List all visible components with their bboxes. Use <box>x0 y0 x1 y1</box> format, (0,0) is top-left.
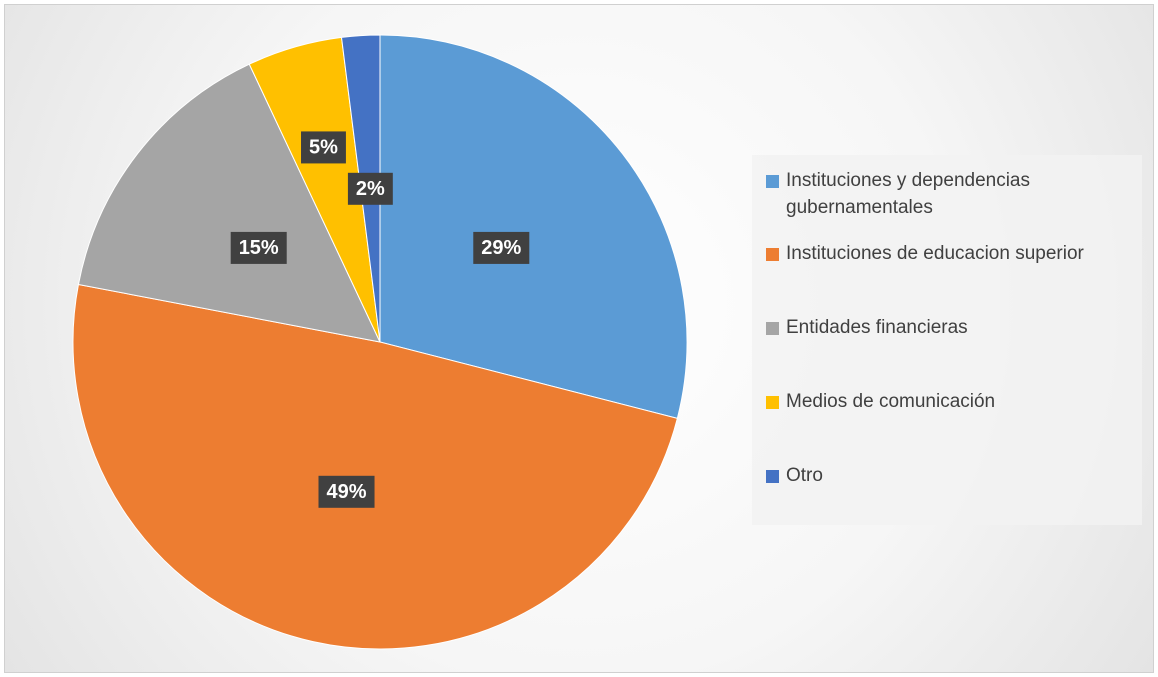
data-label: 2% <box>347 172 393 205</box>
legend-swatch <box>766 470 779 483</box>
data-label-text: 49% <box>326 481 366 503</box>
data-label-box <box>473 231 530 264</box>
data-label: 29% <box>473 231 530 264</box>
legend-swatch <box>766 248 779 261</box>
data-label-text: 5% <box>309 137 338 159</box>
data-label: 15% <box>230 231 287 264</box>
legend-item: Instituciones de educacion superior <box>766 240 1156 267</box>
data-label-box <box>347 172 393 205</box>
legend-item: Medios de comunicación <box>766 388 1156 415</box>
data-label-box <box>230 231 287 264</box>
pie-slice <box>72 283 678 650</box>
data-label: 5% <box>301 131 346 164</box>
legend-item: Entidades financieras <box>766 314 1156 341</box>
legend: Instituciones y dependencias gubernament… <box>752 155 1142 525</box>
pie-slice <box>77 63 381 343</box>
legend-label: Medios de comunicación <box>786 391 996 412</box>
legend-label: Instituciones y dependencias gubernament… <box>786 170 1030 218</box>
data-label-text: 2% <box>356 178 385 200</box>
legend-item: Otro <box>766 462 1156 489</box>
pie-slice <box>379 34 688 419</box>
legend-swatch <box>766 322 779 335</box>
data-label-box <box>301 131 346 164</box>
data-label-text: 15% <box>239 237 279 259</box>
data-label-text: 29% <box>481 237 521 259</box>
data-label-box <box>318 475 375 508</box>
legend-swatch <box>766 396 779 409</box>
legend-label: Otro <box>786 465 823 486</box>
data-label: 49% <box>318 475 375 508</box>
legend-label: Instituciones de educacion superior <box>786 243 1084 264</box>
legend-item: Instituciones y dependencias gubernament… <box>766 167 1156 221</box>
legend-label: Entidades financieras <box>786 317 968 338</box>
legend-swatch <box>766 175 779 188</box>
